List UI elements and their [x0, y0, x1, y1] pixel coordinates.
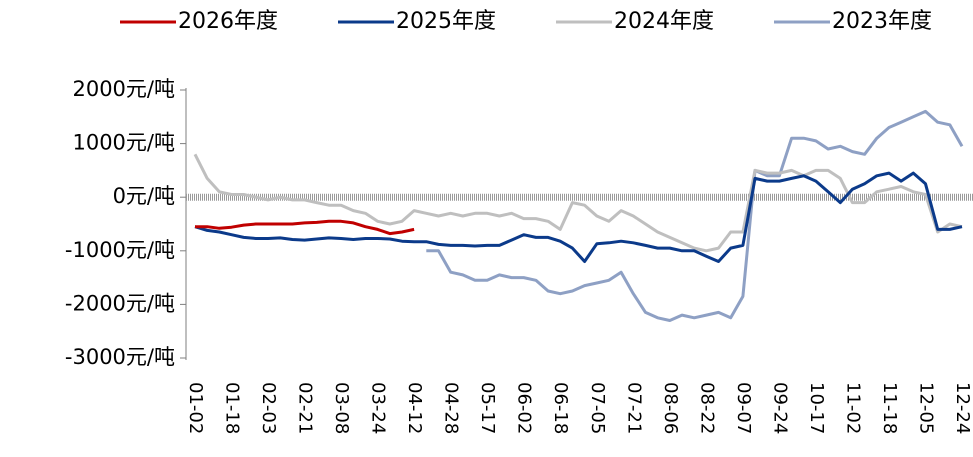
- x-tick-label: 05-17: [477, 382, 498, 434]
- x-tick-label: 02-03: [258, 382, 279, 434]
- legend-label: 2023年度: [832, 9, 932, 34]
- x-tick-label: 10-17: [806, 382, 827, 434]
- series-line: [195, 219, 415, 236]
- x-tick-label: 06-18: [550, 382, 571, 434]
- y-tick-label: -1000元/吨: [65, 238, 175, 262]
- x-tick-label: 11-18: [879, 382, 900, 434]
- x-tick-label: 03-24: [368, 382, 389, 434]
- x-tick-label: 11-02: [842, 382, 863, 434]
- legend-label: 2026年度: [178, 9, 278, 34]
- legend-label: 2025年度: [396, 9, 496, 34]
- x-tick-label: 03-08: [331, 382, 352, 434]
- x-tick-label: 09-07: [733, 382, 754, 434]
- x-tick-label: 01-02: [185, 382, 206, 434]
- x-tick-label: 04-12: [404, 382, 425, 434]
- x-tick-label: 01-18: [222, 382, 243, 434]
- x-tick-label: 04-28: [441, 382, 462, 434]
- x-tick-label: 08-22: [696, 382, 717, 434]
- legend-label: 2024年度: [614, 9, 714, 34]
- x-tick-label: 06-02: [514, 382, 535, 434]
- series-line: [194, 171, 963, 263]
- y-tick-label: 2000元/吨: [72, 77, 175, 101]
- y-tick-label: -2000元/吨: [65, 291, 175, 315]
- y-tick-label: 1000元/吨: [72, 131, 175, 155]
- x-tick-label: 07-05: [587, 382, 608, 434]
- x-tick-label: 08-06: [660, 382, 681, 434]
- x-tick-label: 12-24: [952, 382, 973, 434]
- x-tick-label: 09-24: [769, 382, 790, 434]
- y-tick-label: -3000元/吨: [65, 345, 175, 369]
- series-line: [193, 153, 963, 253]
- x-tick-label: 07-21: [623, 382, 644, 434]
- series-line: [426, 109, 964, 322]
- y-tick-label: 0元/吨: [113, 184, 175, 208]
- x-tick-label: 02-21: [295, 382, 316, 434]
- x-tick-label: 12-05: [915, 382, 936, 434]
